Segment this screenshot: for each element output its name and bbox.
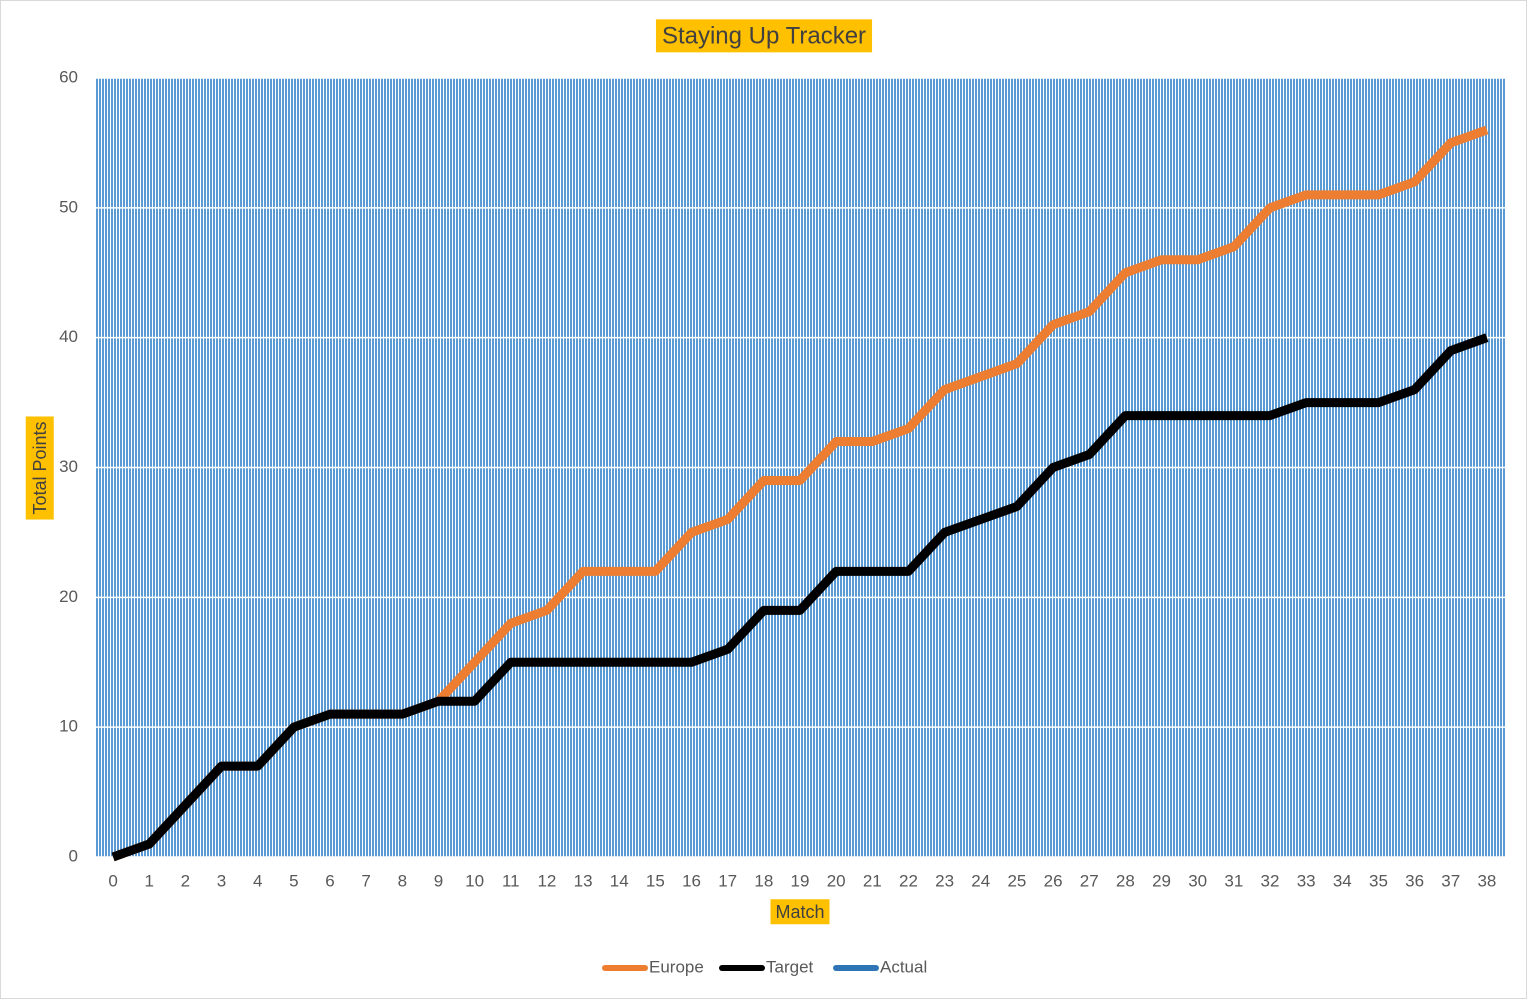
y-tick-label: 50 — [59, 197, 78, 216]
x-tick-label: 26 — [1044, 871, 1063, 890]
y-tick-label: 40 — [59, 327, 78, 346]
x-tick-label: 2 — [181, 871, 190, 890]
y-tick-label: 20 — [59, 587, 78, 606]
x-tick-label: 27 — [1080, 871, 1099, 890]
x-tick-label: 9 — [434, 871, 443, 890]
x-tick-label: 6 — [325, 871, 334, 890]
x-tick-label: 15 — [646, 871, 665, 890]
y-tick-label: 30 — [59, 457, 78, 476]
x-tick-label: 37 — [1441, 871, 1460, 890]
x-tick-label: 28 — [1116, 871, 1135, 890]
legend-label: Target — [766, 957, 814, 976]
y-axis-title-box — [25, 416, 54, 520]
x-tick-label: 29 — [1152, 871, 1171, 890]
chart-title: Staying Up Tracker — [662, 22, 866, 49]
x-tick-label: 5 — [289, 871, 298, 890]
x-tick-label: 34 — [1333, 871, 1352, 890]
y-tick-label: 0 — [69, 846, 78, 865]
x-tick-label: 18 — [754, 871, 773, 890]
y-axis-title-group: Total Points — [25, 416, 54, 520]
x-axis-title-box — [770, 899, 830, 925]
x-tick-label: 22 — [899, 871, 918, 890]
legend-label: Actual — [880, 957, 927, 976]
x-tick-label: 24 — [971, 871, 990, 890]
x-tick-label: 21 — [863, 871, 882, 890]
x-tick-label: 35 — [1369, 871, 1388, 890]
x-tick-label: 7 — [361, 871, 370, 890]
legend-label: Europe — [649, 957, 704, 976]
x-tick-label: 4 — [253, 871, 262, 890]
x-tick-label: 0 — [108, 871, 117, 890]
x-tick-label: 14 — [610, 871, 629, 890]
x-tick-label: 1 — [144, 871, 153, 890]
x-tick-label: 13 — [574, 871, 593, 890]
x-axis-title: Match — [775, 902, 824, 922]
x-tick-label: 19 — [791, 871, 810, 890]
x-tick-label: 36 — [1405, 871, 1424, 890]
chart-title-box — [655, 19, 873, 53]
x-tick-label: 16 — [682, 871, 701, 890]
x-tick-label: 32 — [1261, 871, 1280, 890]
x-tick-label: 20 — [827, 871, 846, 890]
series-line — [111, 333, 1489, 862]
x-tick-label: 12 — [537, 871, 556, 890]
x-tick-label: 11 — [502, 871, 520, 890]
y-axis-title: Total Points — [30, 421, 50, 514]
x-tick-label: 10 — [465, 871, 484, 890]
y-tick-label: 60 — [59, 67, 78, 86]
x-tick-label: 17 — [718, 871, 737, 890]
x-tick-label: 3 — [217, 871, 226, 890]
x-tick-label: 30 — [1188, 871, 1207, 890]
y-tick-label: 10 — [59, 717, 78, 736]
x-tick-label: 33 — [1297, 871, 1316, 890]
x-tick-label: 25 — [1007, 871, 1026, 890]
x-tick-label: 31 — [1224, 871, 1243, 890]
x-tick-label: 38 — [1477, 871, 1496, 890]
x-tick-label: 8 — [398, 871, 407, 890]
x-tick-label: 23 — [935, 871, 954, 890]
